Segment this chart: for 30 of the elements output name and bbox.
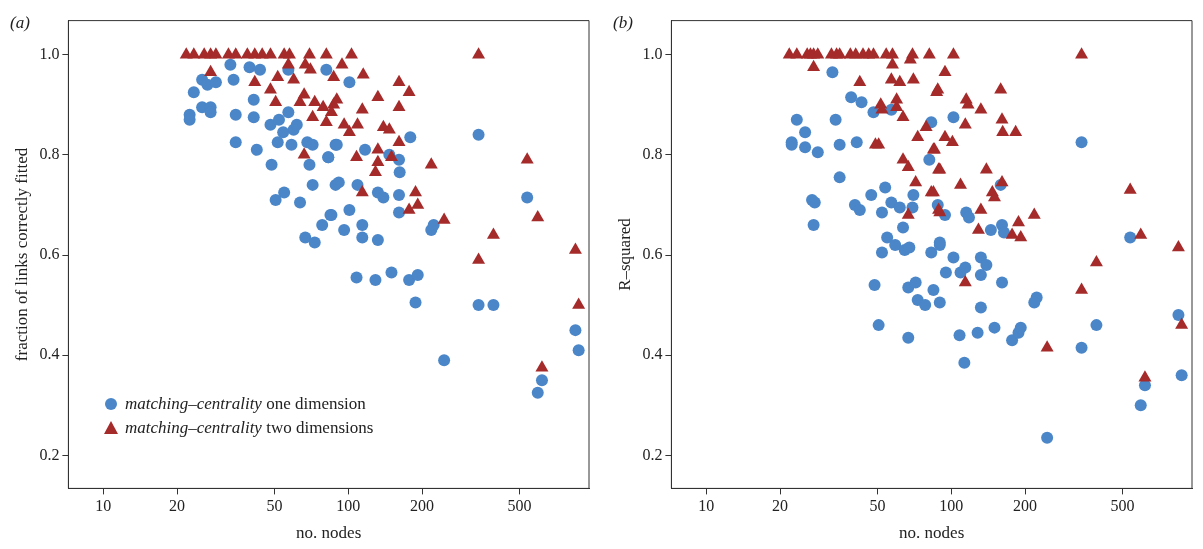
y-tick-label: 0.8	[642, 145, 663, 163]
y-tick-label: 0.6	[642, 245, 663, 263]
x-tick-label: 200	[410, 497, 435, 515]
chart-title: (a)	[10, 12, 31, 32]
x-tick-label: 100	[939, 497, 964, 515]
x-tick-label: 100	[336, 497, 361, 515]
x-tick-label: 20	[772, 497, 789, 515]
chart-title: (b)	[613, 12, 634, 32]
x-tick-label: 10	[698, 497, 715, 515]
y-tick-label: 0.4	[642, 345, 663, 363]
x-tick-label: 500	[507, 497, 532, 515]
y-tick-label: 0.8	[39, 145, 60, 163]
x-tick-label: 10	[95, 497, 112, 515]
y-tick-label: 1.0	[642, 44, 663, 62]
y-tick-label: 0.4	[39, 345, 60, 363]
x-tick-label: 200	[1013, 497, 1038, 515]
y-tick-label: 0.2	[39, 445, 60, 463]
x-tick-label: 50	[869, 497, 886, 515]
x-tick-label: 50	[266, 497, 283, 515]
y-axis-title: R–squared	[614, 217, 634, 291]
y-tick-label: 0.6	[39, 245, 60, 263]
x-axis-title: no. nodes	[899, 523, 965, 543]
y-tick-label: 1.0	[39, 44, 60, 62]
y-axis-title: fraction of links correctly fitted	[11, 147, 31, 362]
y-tick-label: 0.2	[642, 445, 663, 463]
x-axis-title: no. nodes	[296, 523, 362, 543]
legend-label: matching–centrality two dimensions	[125, 417, 374, 439]
x-tick-label: 20	[169, 497, 186, 515]
x-tick-label: 500	[1110, 497, 1135, 515]
legend-label: matching–centrality one dimension	[125, 393, 366, 415]
